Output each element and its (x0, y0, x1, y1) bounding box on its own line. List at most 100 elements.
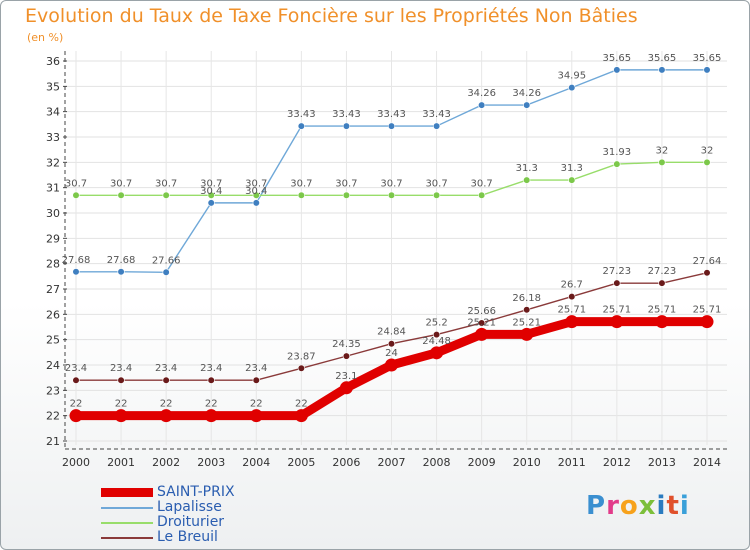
data-point-droiturier (117, 191, 125, 199)
y-tick-label: 27 (46, 283, 60, 296)
data-point-saint-prix (565, 315, 579, 329)
legend-label: SAINT-PRIX (157, 484, 235, 500)
data-point-le-breuil (523, 306, 531, 314)
data-point-droiturier (72, 191, 80, 199)
data-label-lapalisse: 30.4 (245, 186, 267, 197)
x-tick-label: 2013 (648, 456, 676, 469)
x-tick-label: 2004 (242, 456, 270, 469)
legend-item-le-breuil: Le Breuil (101, 530, 235, 545)
data-point-le-breuil (568, 293, 576, 301)
data-point-lapalisse (207, 199, 215, 207)
data-point-le-breuil (478, 319, 486, 327)
data-label-le-breuil: 27.23 (603, 266, 632, 277)
data-label-lapalisse: 34.26 (512, 88, 541, 99)
data-point-saint-prix (294, 409, 308, 423)
data-label-droiturier: 30.7 (65, 178, 87, 189)
data-point-lapalisse (613, 66, 621, 74)
chart-title: Evolution du Taux de Taxe Foncière sur l… (25, 5, 638, 27)
data-label-lapalisse: 33.43 (332, 109, 361, 120)
data-label-saint-prix: 22 (70, 399, 83, 410)
data-label-saint-prix: 23.1 (335, 371, 357, 382)
data-label-le-breuil: 25.66 (467, 306, 496, 317)
data-point-droiturier (252, 191, 260, 199)
data-label-le-breuil: 23.4 (65, 363, 87, 374)
data-label-le-breuil: 27.23 (648, 266, 677, 277)
data-label-droiturier: 32 (701, 145, 714, 156)
data-label-saint-prix: 24 (385, 348, 398, 359)
data-point-saint-prix (700, 315, 714, 329)
data-point-droiturier (658, 158, 666, 166)
y-tick-label: 32 (46, 156, 60, 169)
data-label-le-breuil: 23.4 (155, 363, 177, 374)
x-tick-label: 2005 (287, 456, 315, 469)
data-label-saint-prix: 22 (115, 399, 128, 410)
data-point-lapalisse (297, 122, 305, 130)
data-point-le-breuil (297, 364, 305, 372)
data-point-le-breuil (72, 376, 80, 384)
data-point-droiturier (478, 191, 486, 199)
data-label-droiturier: 30.7 (200, 178, 222, 189)
data-label-droiturier: 31.3 (561, 163, 583, 174)
x-tick-label: 2010 (513, 456, 541, 469)
data-point-saint-prix (610, 315, 624, 329)
data-label-lapalisse: 27.68 (62, 255, 91, 266)
data-label-le-breuil: 27.64 (693, 256, 722, 267)
data-label-saint-prix: 22 (205, 399, 218, 410)
data-point-le-breuil (252, 376, 260, 384)
data-label-saint-prix: 25.71 (603, 305, 632, 316)
x-tick-label: 2000 (62, 456, 90, 469)
data-label-le-breuil: 23.4 (110, 363, 132, 374)
data-label-droiturier: 30.7 (380, 178, 402, 189)
data-label-droiturier: 30.7 (155, 178, 177, 189)
data-point-lapalisse (387, 122, 396, 130)
data-point-le-breuil (432, 331, 441, 339)
data-point-saint-prix (204, 409, 218, 423)
data-point-droiturier (297, 191, 305, 199)
data-label-lapalisse: 33.43 (287, 109, 316, 120)
x-tick-label: 2011 (558, 456, 586, 469)
x-tick-label: 2003 (197, 456, 225, 469)
data-label-droiturier: 31.3 (516, 163, 538, 174)
data-label-le-breuil: 24.35 (332, 339, 361, 350)
data-point-droiturier (342, 191, 351, 199)
data-point-le-breuil (703, 269, 711, 277)
data-label-lapalisse: 35.65 (603, 53, 632, 64)
y-tick-label: 35 (46, 80, 60, 93)
data-label-lapalisse: 33.43 (377, 109, 406, 120)
data-label-droiturier: 32 (656, 145, 669, 156)
y-tick-label: 30 (46, 207, 60, 220)
data-point-lapalisse (117, 268, 125, 276)
data-label-saint-prix: 22 (160, 399, 173, 410)
data-label-droiturier: 30.7 (471, 178, 493, 189)
data-point-droiturier (568, 176, 576, 184)
data-label-lapalisse: 35.65 (693, 53, 722, 64)
data-point-droiturier (432, 191, 441, 199)
data-label-droiturier: 30.7 (110, 178, 132, 189)
data-point-lapalisse (432, 122, 441, 130)
x-tick-label: 2006 (332, 456, 360, 469)
data-label-saint-prix: 22 (250, 399, 263, 410)
data-point-saint-prix (159, 409, 173, 423)
y-tick-label: 34 (46, 106, 60, 119)
data-label-le-breuil: 26.7 (561, 280, 583, 291)
data-label-droiturier: 30.7 (335, 178, 357, 189)
x-tick-label: 2009 (468, 456, 496, 469)
y-tick-label: 31 (46, 182, 60, 195)
y-tick-label: 21 (46, 435, 60, 448)
x-tick-label: 2001 (107, 456, 135, 469)
data-point-droiturier (387, 191, 396, 199)
data-label-lapalisse: 34.95 (557, 71, 586, 82)
data-point-le-breuil (613, 279, 621, 287)
data-label-lapalisse: 27.66 (152, 255, 181, 266)
data-point-droiturier (162, 191, 170, 199)
data-point-lapalisse (162, 268, 170, 276)
legend-swatch-droiturier (101, 521, 153, 524)
data-label-saint-prix: 25.71 (648, 305, 677, 316)
data-point-le-breuil (387, 340, 396, 348)
data-point-le-breuil (658, 279, 666, 287)
y-tick-label: 23 (46, 384, 60, 397)
x-tick-label: 2012 (603, 456, 631, 469)
data-label-le-breuil: 25.2 (425, 318, 447, 329)
